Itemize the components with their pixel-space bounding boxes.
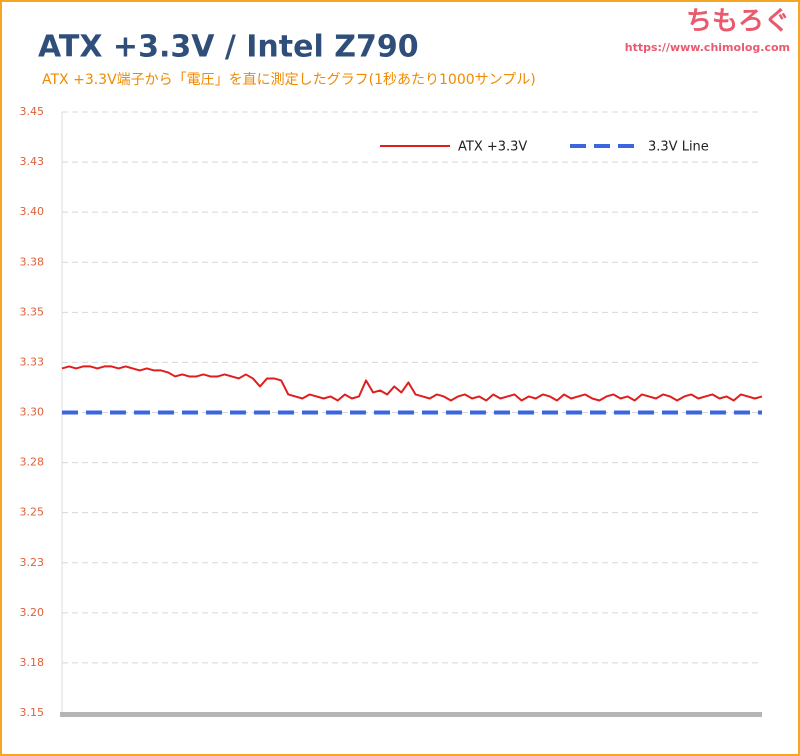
y-tick-label: 3.33 [20,355,45,368]
chart-subtitle: ATX +3.3V端子から「電圧」を直に測定したグラフ(1秒あたり1000サンプ… [42,71,536,88]
logo: ちもろぐ [686,7,790,37]
url: https://www.chimolog.com [625,41,790,54]
y-tick-label: 3.38 [20,255,45,268]
y-tick-label: 3.35 [20,305,45,318]
x-axis-line [60,712,762,717]
y-tick-label: 3.30 [20,406,45,419]
y-tick-label: 3.18 [20,656,45,669]
chart-title: ATX +3.3V / Intel Z790 [38,30,419,65]
legend-label: ATX +3.3V [458,140,527,155]
y-tick-label: 3.43 [20,155,45,168]
y-tick-label: 3.23 [20,556,45,569]
y-tick-label: 3.28 [20,456,45,469]
y-tick-label: 3.45 [20,105,45,118]
legend-label: 3.3V Line [648,140,709,155]
y-tick-label: 3.20 [20,606,45,619]
data-line [61,365,763,402]
y-tick-label: 3.25 [20,506,45,519]
y-tick-label: 3.15 [20,706,45,719]
y-tick-label: 3.40 [20,205,45,218]
